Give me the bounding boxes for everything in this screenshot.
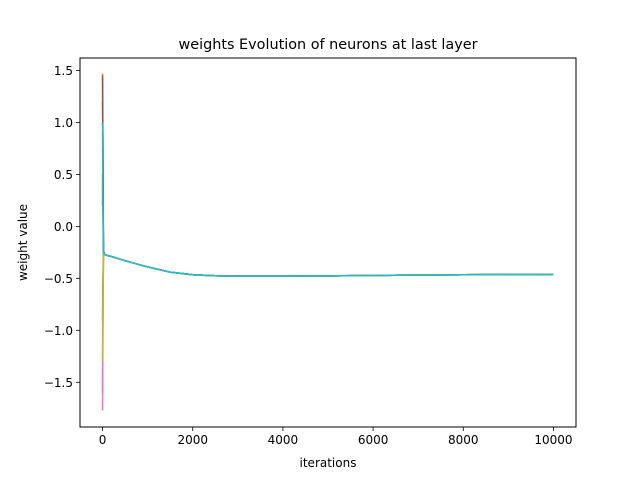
x-axis-label: iterations: [300, 456, 357, 470]
x-tick-label: 10000: [534, 433, 572, 447]
y-axis-label: weight value: [16, 204, 30, 281]
plot-frame: [79, 57, 577, 428]
x-tick-label: 0: [99, 433, 107, 447]
y-tick-label: 0.0: [54, 220, 73, 234]
y-tick-label: 0.5: [54, 168, 73, 182]
y-tick-label: 1.0: [54, 116, 73, 130]
x-tick-label: 2000: [177, 433, 208, 447]
chart-title: weights Evolution of neurons at last lay…: [178, 37, 477, 53]
y-tick-label: −0.5: [44, 272, 73, 286]
y-tick-label: 1.5: [54, 64, 73, 78]
plot-area: [80, 58, 576, 427]
x-tick-label: 6000: [358, 433, 389, 447]
series-line-10: [101, 122, 554, 277]
x-axis-ticks: 0 2000 4000 6000 8000 10000: [99, 427, 573, 447]
y-tick-label: −1.5: [44, 376, 73, 390]
series-layer: [101, 73, 554, 411]
y-axis-ticks: 1.5 1.0 0.5 0.0 −0.5 −1.0 −1.5: [44, 64, 80, 390]
x-tick-label: 4000: [268, 433, 299, 447]
y-tick-label: −1.0: [44, 324, 73, 338]
x-tick-label: 8000: [448, 433, 479, 447]
